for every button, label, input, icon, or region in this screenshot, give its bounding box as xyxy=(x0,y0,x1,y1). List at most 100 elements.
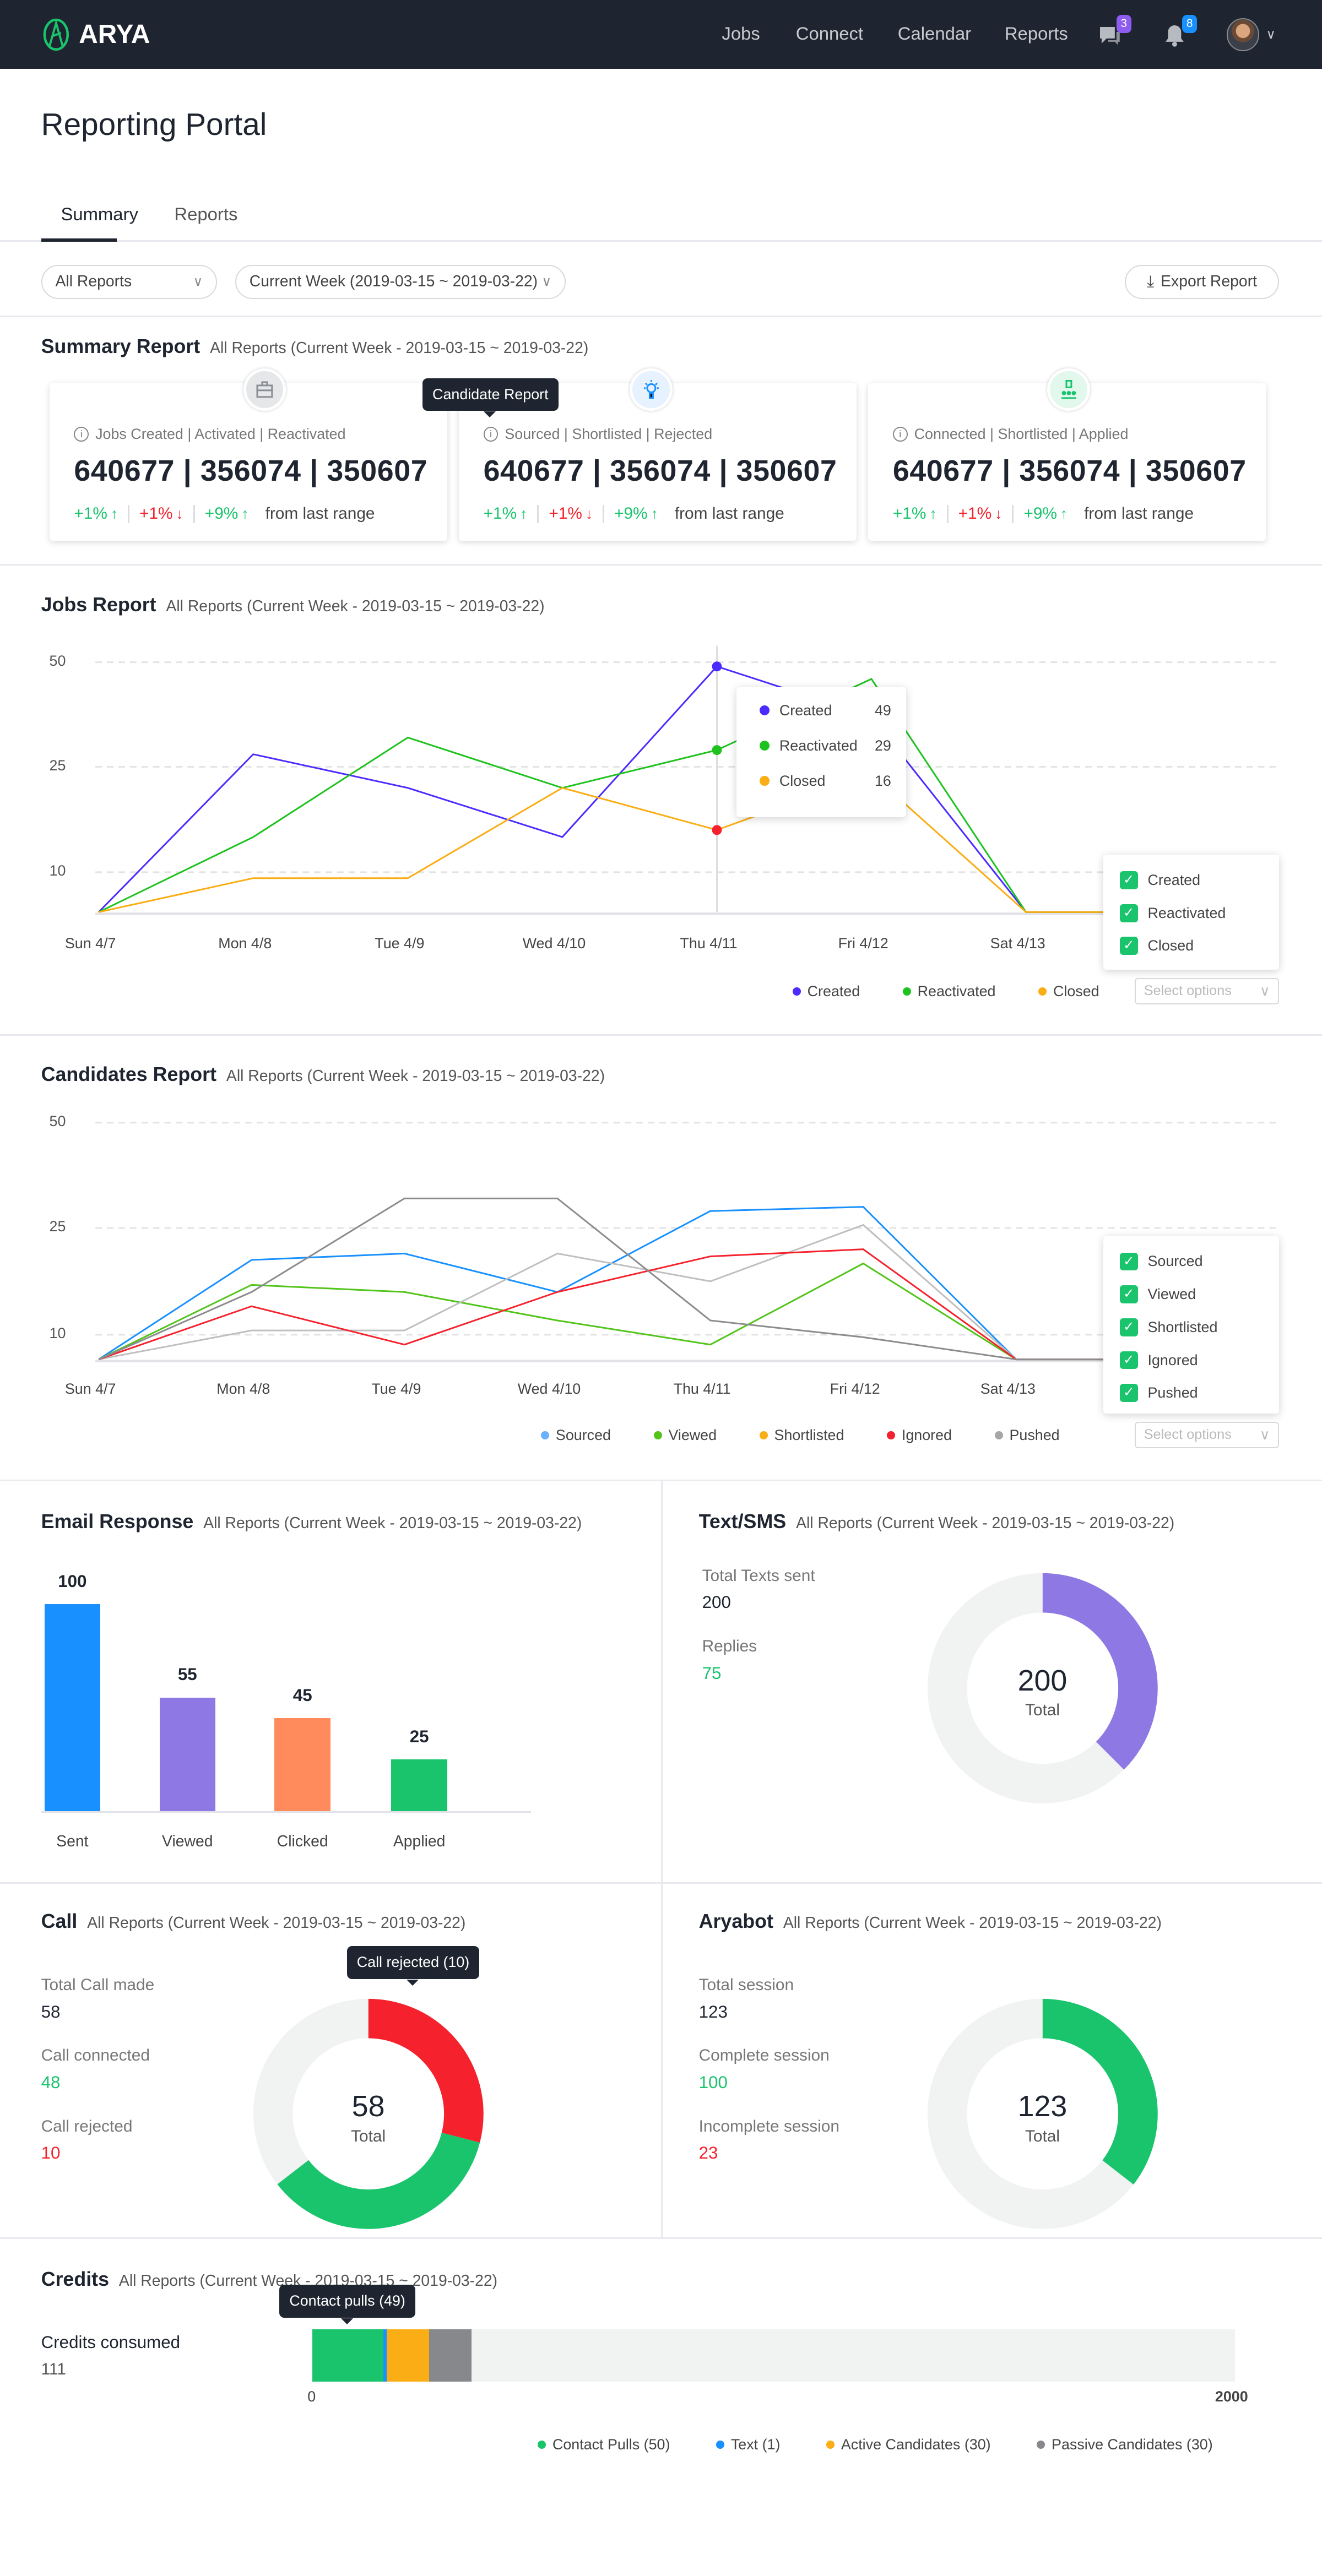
messages-button[interactable]: 3 xyxy=(1098,14,1131,46)
credit-segment[interactable] xyxy=(383,2329,387,2382)
series-line-reactivated[interactable] xyxy=(98,678,1181,914)
contact-pulls-tooltip: Contact pulls (49) xyxy=(279,2285,415,2324)
nav-jobs[interactable]: Jobs xyxy=(722,23,760,44)
section-title: Call xyxy=(41,1910,78,1932)
candidates-report-heading: Candidates Report All Reports (Current We… xyxy=(41,1063,605,1086)
legend-item[interactable]: Text (1) xyxy=(716,2436,780,2453)
legend-item[interactable]: Sourced xyxy=(541,1427,611,1444)
legend-item[interactable]: Active Candidates (30) xyxy=(826,2436,991,2453)
nav-connect[interactable]: Connect xyxy=(795,23,864,44)
highlight-point[interactable] xyxy=(712,745,722,756)
chevron-down-icon: ∨ xyxy=(193,274,203,290)
series-checkbox[interactable]: ✓ Viewed xyxy=(1119,1285,1196,1304)
credit-segment[interactable] xyxy=(429,2329,472,2382)
series-checkbox[interactable]: ✓ Shortlisted xyxy=(1119,1318,1217,1336)
series-line-shortlisted[interactable] xyxy=(98,1224,1169,1361)
series-checkbox[interactable]: ✓ Pushed xyxy=(1119,1384,1198,1403)
change-suffix: from last range xyxy=(265,504,375,523)
x-tick-label: Thu 4/11 xyxy=(673,1381,731,1398)
export-report-button[interactable]: ⤓ Export Report xyxy=(1124,264,1280,300)
credits-axis-min: 0 xyxy=(307,2388,316,2405)
series-line-sourced[interactable] xyxy=(98,1206,1169,1361)
credit-segment[interactable] xyxy=(312,2329,383,2382)
checkbox-label: Ignored xyxy=(1147,1351,1198,1368)
chevron-down-icon: ∨ xyxy=(1266,27,1276,42)
stat-value: 58 xyxy=(41,2002,61,2021)
section-title: Aryabot xyxy=(698,1910,773,1932)
donut-total-label: Total xyxy=(1025,2127,1060,2145)
report-filter-select[interactable]: All Reports ∨ xyxy=(41,264,218,300)
credit-segment[interactable] xyxy=(386,2329,430,2382)
nav-reports[interactable]: Reports xyxy=(1004,23,1068,44)
section-subtitle: All Reports (Current Week - 2019-03-15 ~… xyxy=(203,1514,582,1532)
series-line-created[interactable] xyxy=(98,665,1181,914)
report-filter-value: All Reports xyxy=(55,273,132,291)
series-checkbox[interactable]: ✓ Sourced xyxy=(1119,1252,1203,1271)
notifications-button[interactable]: 8 xyxy=(1164,14,1198,47)
legend-label: Ignored xyxy=(901,1426,952,1443)
series-line-pushed[interactable] xyxy=(98,1197,1169,1361)
legend-item[interactable]: Created xyxy=(792,983,860,1000)
legend-item[interactable]: Shortlisted xyxy=(759,1427,844,1444)
arya-logo[interactable]: ARYA xyxy=(41,18,150,51)
donut-segment[interactable] xyxy=(927,1573,1158,1803)
series-line-ignored[interactable] xyxy=(98,1248,1169,1361)
bar[interactable] xyxy=(391,1759,447,1812)
summary-report-heading: Summary Report All Reports (Current Week … xyxy=(41,335,589,358)
series-line-viewed[interactable] xyxy=(98,1262,1169,1361)
legend-item[interactable]: Passive Candidates (30) xyxy=(1037,2436,1213,2453)
x-tick-label: Mon 4/8 xyxy=(218,935,272,952)
bar-value-label: 25 xyxy=(409,1726,429,1746)
tooltip-dot xyxy=(760,705,770,716)
stat-label: Complete session xyxy=(698,2046,830,2065)
donut-total-label: Total xyxy=(1025,1701,1060,1720)
x-tick-label: Sat 4/13 xyxy=(980,1381,1036,1398)
x-tick-label: Tue 4/9 xyxy=(371,1381,421,1398)
candidates-select-options[interactable]: Select options ∨ xyxy=(1134,1422,1280,1448)
donut-segment[interactable] xyxy=(253,1998,484,2229)
email-axis-line xyxy=(41,1811,532,1813)
section-title: Candidates Report xyxy=(41,1063,217,1086)
legend-dot xyxy=(716,2440,724,2449)
highlight-point[interactable] xyxy=(712,661,722,672)
legend-item[interactable]: Contact Pulls (50) xyxy=(538,2436,670,2453)
tab-reports[interactable]: Reports xyxy=(174,204,238,225)
section-subtitle: All Reports (Current Week - 2019-03-15 ~… xyxy=(796,1514,1175,1532)
avatar xyxy=(1226,18,1260,51)
legend-item[interactable]: Ignored xyxy=(887,1427,952,1444)
bar[interactable] xyxy=(44,1604,101,1812)
bar[interactable] xyxy=(159,1697,216,1812)
change-value: +9% ↑ xyxy=(1023,504,1068,523)
tooltip-label: Closed xyxy=(779,772,826,789)
arrow-down-icon: ↓ xyxy=(176,506,183,523)
legend-item[interactable]: Viewed xyxy=(653,1427,717,1444)
bar-category-label: Sent xyxy=(56,1833,89,1851)
series-checkbox[interactable]: ✓ Ignored xyxy=(1119,1351,1198,1369)
nav-calendar[interactable]: Calendar xyxy=(897,23,972,44)
series-checkbox[interactable]: ✓ Reactivated xyxy=(1119,904,1226,922)
briefcase-icon xyxy=(243,368,286,411)
jobs-select-options[interactable]: Select options ∨ xyxy=(1134,978,1280,1004)
series-checkbox[interactable]: ✓ Created xyxy=(1119,871,1200,889)
legend-dot xyxy=(902,987,911,996)
bar[interactable] xyxy=(274,1718,330,1812)
arrow-up-icon: ↑ xyxy=(110,506,118,523)
donut-segment[interactable] xyxy=(927,1998,1158,2229)
card-label-text: Connected | Shortlisted | Applied xyxy=(914,426,1129,443)
legend-item[interactable]: Reactivated xyxy=(902,983,996,1000)
stat-label: Call connected xyxy=(41,2046,150,2065)
legend-item[interactable]: Closed xyxy=(1038,983,1099,1000)
arya-logo-icon xyxy=(43,18,69,51)
user-menu[interactable]: ∨ xyxy=(1226,18,1282,51)
series-checkbox[interactable]: ✓ Closed xyxy=(1119,937,1194,955)
checkbox-label: Sourced xyxy=(1147,1253,1203,1270)
donut-segment[interactable] xyxy=(253,1998,484,2229)
export-label: Export Report xyxy=(1161,273,1258,291)
highlight-point[interactable] xyxy=(712,825,722,835)
credits-bar xyxy=(312,2329,1235,2382)
legend-item[interactable]: Pushed xyxy=(994,1427,1060,1444)
series-line-closed[interactable] xyxy=(98,773,1181,914)
date-range-select[interactable]: Current Week (2019-03-15 ~ 2019-03-22) ∨ xyxy=(235,264,566,300)
tab-summary[interactable]: Summary xyxy=(61,204,138,225)
checkbox-label: Viewed xyxy=(1147,1286,1196,1303)
